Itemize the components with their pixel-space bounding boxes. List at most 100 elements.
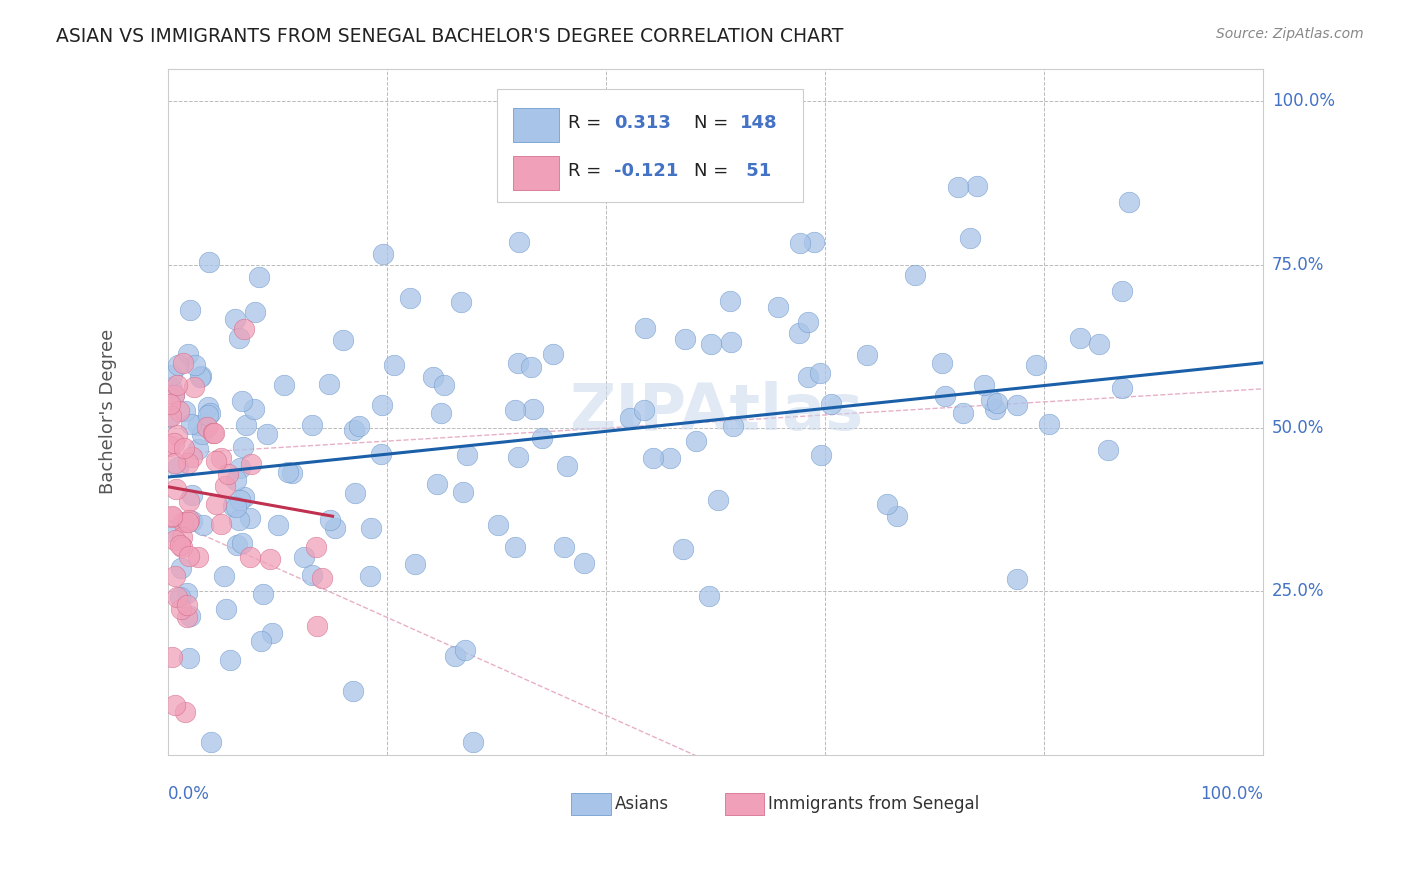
Point bbox=[318, 513, 340, 527]
Point bbox=[787, 326, 810, 340]
Point bbox=[180, 488, 202, 502]
Point bbox=[359, 568, 381, 582]
Point bbox=[169, 538, 191, 552]
Point bbox=[232, 440, 254, 454]
Point bbox=[177, 515, 200, 529]
Text: ZIPAtlas: ZIPAtlas bbox=[569, 381, 863, 442]
Point bbox=[555, 458, 578, 473]
FancyBboxPatch shape bbox=[513, 156, 560, 190]
FancyBboxPatch shape bbox=[513, 108, 560, 142]
Point bbox=[454, 643, 477, 657]
Text: -0.121: -0.121 bbox=[614, 162, 678, 180]
Point bbox=[934, 389, 956, 403]
Point bbox=[193, 517, 215, 532]
Point bbox=[157, 410, 180, 425]
Point bbox=[572, 556, 595, 570]
Point bbox=[197, 408, 219, 422]
Point bbox=[1088, 337, 1111, 351]
Point bbox=[231, 394, 253, 409]
Point bbox=[165, 533, 187, 548]
Point bbox=[634, 320, 657, 334]
Point bbox=[619, 411, 641, 425]
Point bbox=[157, 439, 180, 453]
Point bbox=[273, 377, 295, 392]
Point bbox=[249, 633, 271, 648]
Point bbox=[183, 379, 205, 393]
Point bbox=[187, 417, 209, 432]
Point bbox=[450, 294, 472, 309]
Point bbox=[1111, 381, 1133, 395]
Point bbox=[187, 442, 209, 456]
Point bbox=[172, 356, 194, 370]
Text: 25.0%: 25.0% bbox=[1272, 582, 1324, 600]
Point bbox=[202, 426, 225, 441]
Point bbox=[292, 549, 315, 564]
Point bbox=[948, 179, 970, 194]
Point bbox=[214, 479, 236, 493]
Point bbox=[197, 400, 219, 414]
Point bbox=[633, 402, 655, 417]
Point bbox=[305, 540, 328, 554]
Point bbox=[183, 358, 205, 372]
Point bbox=[307, 619, 329, 633]
Point bbox=[163, 436, 186, 450]
Point bbox=[166, 378, 188, 392]
Point bbox=[219, 653, 242, 667]
Point bbox=[214, 602, 236, 616]
Point bbox=[398, 292, 420, 306]
Point bbox=[176, 586, 198, 600]
Point bbox=[332, 334, 354, 348]
Point bbox=[222, 499, 245, 513]
Point bbox=[166, 590, 188, 604]
Point bbox=[242, 402, 264, 417]
Point bbox=[404, 557, 426, 571]
Text: N =: N = bbox=[695, 114, 734, 132]
Point bbox=[973, 377, 995, 392]
Point bbox=[166, 428, 188, 442]
Point bbox=[718, 294, 741, 309]
Point bbox=[641, 451, 664, 466]
Point bbox=[342, 683, 364, 698]
Point bbox=[187, 550, 209, 565]
Point bbox=[179, 609, 201, 624]
Point bbox=[177, 493, 200, 508]
Point bbox=[209, 516, 232, 531]
Point bbox=[176, 599, 198, 613]
Point bbox=[707, 492, 730, 507]
Point bbox=[796, 315, 818, 329]
Text: 50.0%: 50.0% bbox=[1272, 419, 1324, 437]
Point bbox=[204, 497, 226, 511]
Point bbox=[486, 518, 509, 533]
Text: ASIAN VS IMMIGRANTS FROM SENEGAL BACHELOR'S DEGREE CORRELATION CHART: ASIAN VS IMMIGRANTS FROM SENEGAL BACHELO… bbox=[56, 27, 844, 45]
Point bbox=[231, 536, 253, 550]
Point bbox=[1069, 331, 1091, 345]
Point bbox=[503, 402, 526, 417]
FancyBboxPatch shape bbox=[496, 89, 803, 202]
Point bbox=[1038, 417, 1060, 431]
Point bbox=[160, 524, 183, 538]
Point bbox=[433, 378, 456, 392]
Point bbox=[239, 549, 262, 564]
Point bbox=[247, 269, 270, 284]
Point bbox=[259, 551, 281, 566]
Point bbox=[530, 431, 553, 445]
Point bbox=[1118, 194, 1140, 209]
Point bbox=[229, 460, 252, 475]
Point bbox=[160, 509, 183, 524]
Point bbox=[789, 236, 811, 251]
Point bbox=[179, 302, 201, 317]
Point bbox=[191, 427, 214, 442]
Point bbox=[503, 540, 526, 554]
Point bbox=[225, 500, 247, 515]
Point bbox=[228, 331, 250, 345]
Point bbox=[522, 402, 544, 417]
Point bbox=[198, 406, 221, 420]
Point bbox=[796, 370, 818, 384]
Point bbox=[225, 538, 247, 552]
Point bbox=[904, 268, 927, 283]
Point bbox=[163, 698, 186, 712]
Point bbox=[172, 516, 194, 530]
Point bbox=[456, 448, 478, 462]
Point bbox=[170, 561, 193, 575]
Point bbox=[371, 398, 394, 412]
